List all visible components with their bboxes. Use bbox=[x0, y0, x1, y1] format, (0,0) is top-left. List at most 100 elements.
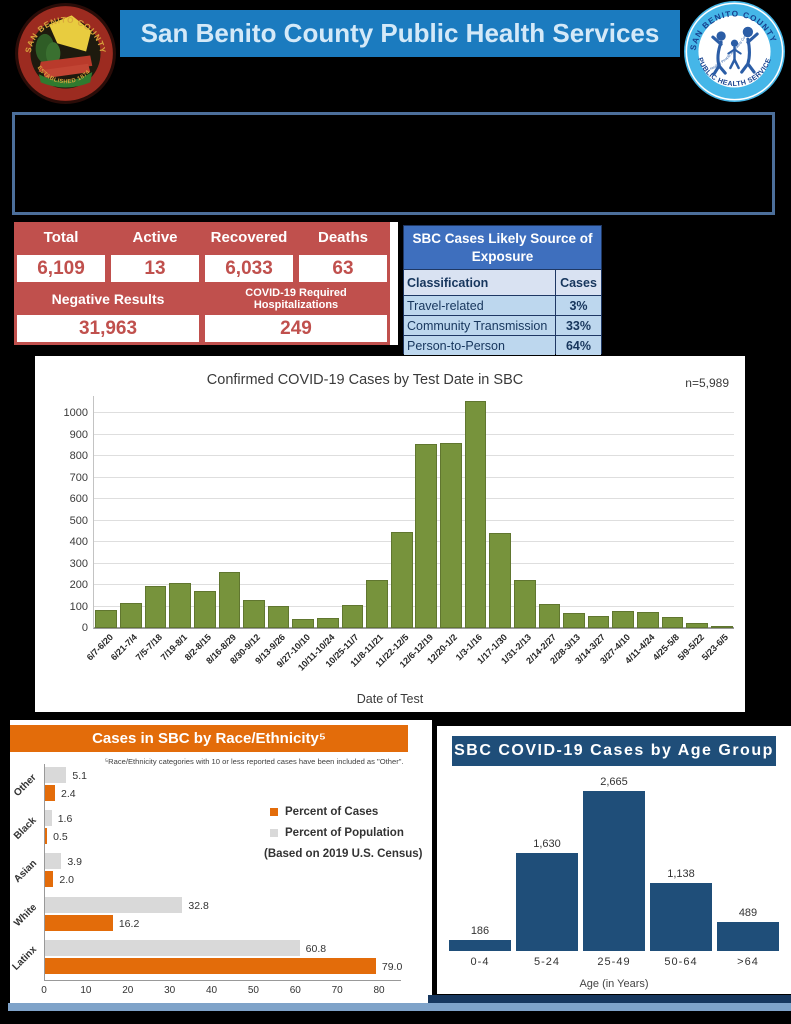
bar bbox=[513, 579, 536, 628]
bar bbox=[193, 591, 216, 628]
x-tick-label: 20 bbox=[122, 985, 134, 996]
bar bbox=[583, 791, 645, 951]
bar-column bbox=[414, 444, 439, 628]
chart-title: Cases in SBC by Race/Ethnicity⁵ bbox=[92, 730, 326, 747]
population-bar bbox=[45, 853, 62, 870]
y-tick-label: 0 bbox=[81, 622, 88, 634]
age-bar-column: 2,665 25-49 bbox=[583, 776, 645, 970]
table-edge-strip bbox=[390, 222, 398, 345]
exposure-row-value: 3% bbox=[556, 296, 601, 315]
y-tick-label: 100 bbox=[69, 600, 88, 613]
bar bbox=[366, 580, 388, 628]
plot-area: 5.1 2.4 1.6 0.5 3.9 2.0 32.8 16.2 60.8 79.0 bbox=[44, 764, 402, 981]
stats-header-active: Active bbox=[108, 222, 202, 252]
legend: Percent of Cases Percent of Population (… bbox=[264, 806, 423, 860]
category-label: Latinx bbox=[9, 943, 39, 973]
x-axis-ticks: 0 10 20 30 40 50 60 70 80 bbox=[41, 983, 400, 999]
bar-column bbox=[537, 604, 562, 628]
bar bbox=[637, 611, 659, 628]
bar-column bbox=[365, 580, 390, 628]
bar bbox=[292, 619, 315, 628]
bar-column bbox=[611, 611, 636, 628]
bar-column bbox=[143, 586, 168, 628]
bar bbox=[717, 921, 779, 951]
bar-column bbox=[119, 603, 144, 628]
bar bbox=[144, 586, 167, 628]
plot-area: 0 100 200 300 400 500 600 700 800 900 1000 bbox=[64, 396, 734, 634]
case-stats-table: Total Active Recovered Deaths 6,109 13 6… bbox=[14, 222, 390, 345]
x-tick-label: 80 bbox=[373, 985, 385, 996]
bar-column bbox=[562, 612, 587, 628]
x-tick-label: 10 bbox=[80, 985, 92, 996]
legend-label: Percent of Cases bbox=[285, 806, 379, 818]
bar-column bbox=[709, 626, 734, 629]
bar bbox=[650, 882, 712, 951]
gridline bbox=[94, 605, 734, 607]
exposure-col-classification: Classification bbox=[404, 270, 555, 295]
bar bbox=[390, 531, 413, 628]
bar bbox=[516, 853, 578, 951]
stats-value-hospitalizations: 249 bbox=[202, 312, 390, 345]
population-bar bbox=[45, 767, 67, 783]
bar-column bbox=[217, 572, 242, 628]
chart-footnote: ⁵Race/Ethnicity categories with 10 or le… bbox=[105, 757, 404, 766]
cases-value-label: 2.0 bbox=[59, 874, 74, 887]
bar bbox=[464, 401, 487, 628]
x-axis-title: Age (in Years) bbox=[579, 978, 649, 990]
exposure-col-cases: Cases bbox=[556, 270, 601, 295]
gridline bbox=[94, 627, 734, 628]
exposure-table-title: SBC Cases Likely Source of Exposure bbox=[404, 226, 601, 269]
exposure-source-table: SBC Cases Likely Source of Exposure Clas… bbox=[403, 225, 602, 355]
bar-value-label: 1,630 bbox=[533, 838, 561, 851]
bar bbox=[563, 612, 585, 628]
bar bbox=[267, 605, 290, 628]
bar bbox=[169, 582, 191, 628]
x-tick-label: 50 bbox=[247, 985, 259, 996]
exposure-row-label: Community Transmission bbox=[404, 316, 555, 335]
bar bbox=[95, 609, 118, 628]
bar-value-label: 1,138 bbox=[667, 867, 695, 880]
legend-swatch-cases bbox=[270, 808, 278, 816]
x-tick-label: 50-64 bbox=[664, 956, 698, 968]
x-tick-label: 40 bbox=[205, 985, 218, 996]
test-date-chart: Confirmed COVID-19 Cases by Test Date in… bbox=[35, 356, 745, 712]
bar-column bbox=[266, 605, 291, 628]
family-figures-icon bbox=[711, 26, 759, 76]
y-tick-label: 300 bbox=[69, 557, 88, 570]
x-tick-label: 70 bbox=[331, 985, 343, 996]
y-tick-label: 200 bbox=[69, 579, 88, 591]
exposure-row-label: Person-to-Person bbox=[404, 336, 555, 355]
bar-column bbox=[463, 401, 488, 628]
bar bbox=[218, 572, 241, 628]
county-seal-logo: SAN BENITO COUNTY ESTABLISHED 1874 bbox=[15, 3, 116, 104]
stats-value-negative-results: 31,963 bbox=[14, 312, 202, 345]
bar-column bbox=[586, 616, 611, 628]
bar-column bbox=[316, 617, 341, 628]
legend-label: Percent of Population bbox=[285, 827, 404, 839]
bar-column bbox=[512, 579, 537, 628]
gridline bbox=[94, 412, 734, 413]
bar bbox=[661, 617, 684, 628]
chart-title-bar: SBC COVID-19 Cases by Age Group bbox=[452, 736, 776, 766]
bar bbox=[538, 604, 561, 628]
legend-entry-cases: Percent of Cases bbox=[270, 806, 423, 818]
x-tick-label: 25-49 bbox=[597, 956, 631, 968]
population-value-label: 1.6 bbox=[57, 813, 73, 826]
y-tick-label: 700 bbox=[69, 471, 88, 484]
x-tick-label: >64 bbox=[737, 956, 759, 968]
empty-info-box bbox=[12, 112, 775, 215]
page-title: San Benito County Public Health Services bbox=[140, 18, 660, 48]
plot-area: 186 0-4 1,630 5-24 2,665 25-49 1,138 50-64 489 >6… bbox=[449, 776, 779, 970]
page-title-banner: San Benito County Public Health Services bbox=[120, 10, 680, 57]
legend-swatch-population bbox=[270, 829, 278, 837]
bar-column bbox=[168, 582, 193, 628]
population-bar bbox=[45, 810, 52, 827]
bar-column bbox=[389, 531, 414, 628]
bar bbox=[243, 600, 265, 628]
bar-value-label: 186 bbox=[470, 924, 490, 937]
chart-title-bar: Cases in SBC by Race/Ethnicity⁵ bbox=[10, 725, 408, 752]
bar bbox=[449, 939, 511, 951]
cases-value-label: 0.5 bbox=[53, 831, 68, 844]
bar-column bbox=[685, 623, 710, 628]
